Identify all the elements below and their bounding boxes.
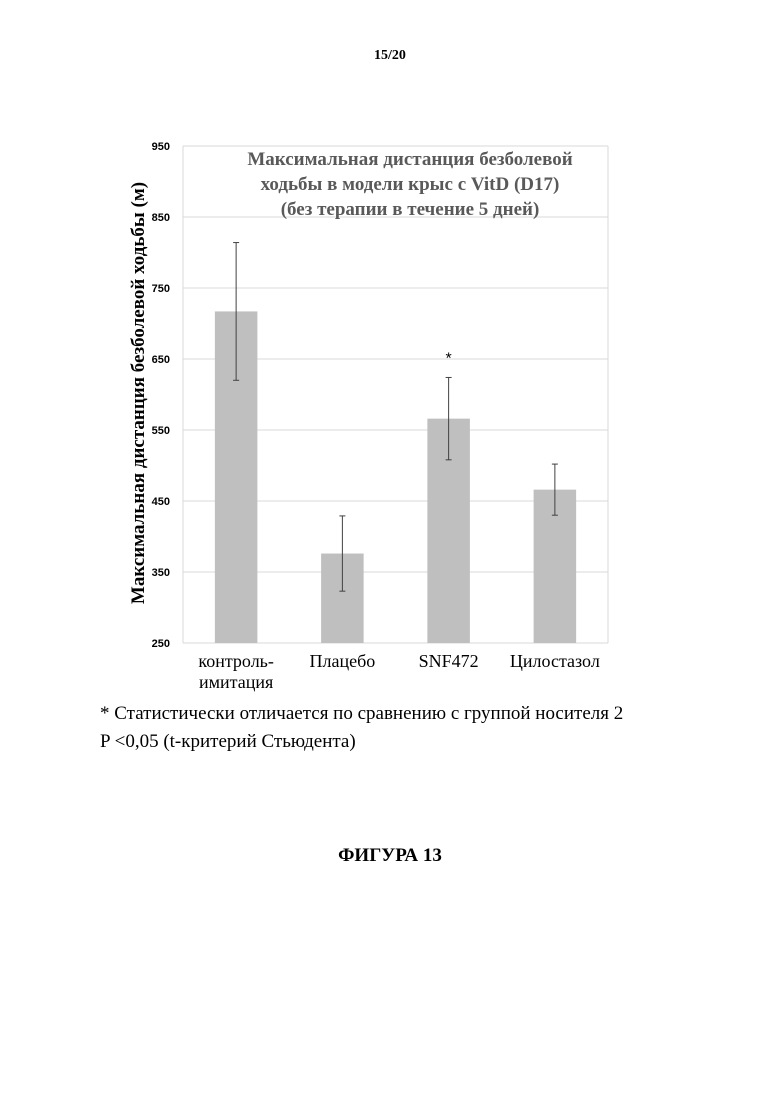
chart-title-line: ходьбы в модели крыс с VitD (D17): [261, 174, 560, 195]
y-tick-label: 950: [152, 141, 170, 153]
y-tick-label: 850: [152, 212, 170, 224]
category-label: Плацебо: [309, 651, 375, 671]
footnote-line: * Статистически отличается по сравнению …: [100, 700, 720, 728]
bars: [215, 311, 576, 643]
figure-caption: ФИГУРА 13: [0, 845, 780, 867]
y-tick-label: 350: [152, 567, 170, 579]
y-tick-label: 450: [152, 496, 170, 508]
category-label: Цилостазол: [510, 651, 600, 671]
y-tick-labels: 250 350 450 550 650 750 850 950: [152, 141, 170, 650]
y-tick-label: 550: [152, 425, 170, 437]
error-bars: [233, 243, 558, 592]
y-tick-label: 750: [152, 283, 170, 295]
chart-title-line: (без терапии в течение 5 дней): [281, 199, 540, 220]
footnote: * Статистически отличается по сравнению …: [100, 700, 720, 756]
significance-annotation: *: [446, 350, 452, 367]
category-label: имитация: [199, 672, 273, 692]
category-label: контроль-: [198, 651, 274, 671]
y-axis-label: Максимальная дистанция безболевой ходьбы…: [128, 182, 149, 604]
chart-title-line: Максимальная дистанция безболевой: [247, 149, 572, 170]
footnote-line: P <0,05 (t-критерий Стьюдента): [100, 728, 720, 756]
bar-chart: 250 350 450 550 650 750 850 950 контроль-имитац…: [0, 0, 780, 700]
chart-title: Максимальная дистанция безболевой ходьбы …: [247, 149, 572, 220]
category-label: SNF472: [419, 651, 479, 671]
y-tick-label: 250: [152, 638, 170, 650]
y-tick-label: 650: [152, 354, 170, 366]
category-labels: контроль-имитация Плацебо SNF472 Цилостазол: [198, 651, 599, 692]
annotations: *: [446, 350, 452, 367]
